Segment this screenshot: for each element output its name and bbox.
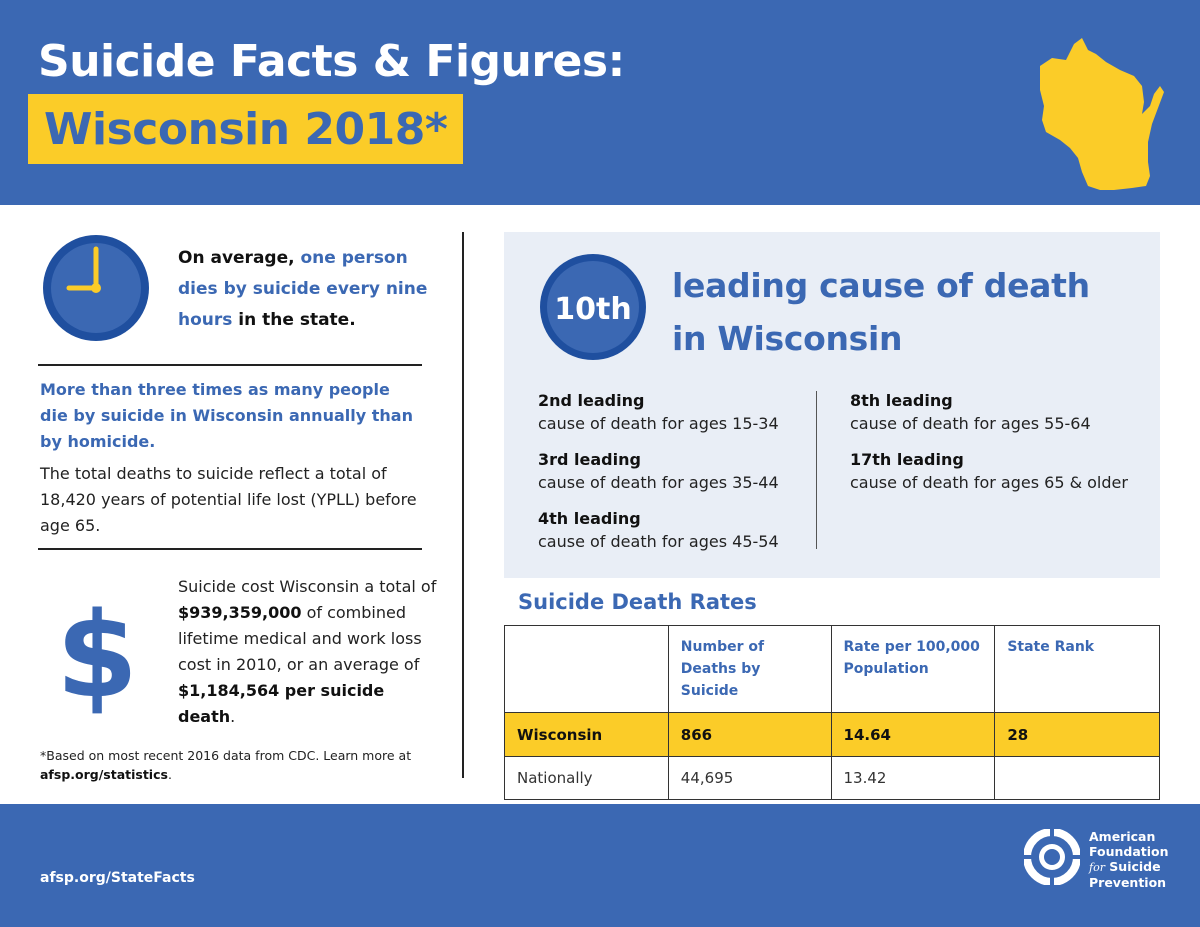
- ypll-statement: The total deaths to suicide reflect a to…: [40, 464, 417, 535]
- age-rank-title: 2nd leading: [538, 391, 645, 410]
- dollar-sign-icon: $: [58, 592, 136, 718]
- rates-table: Number of Deaths by Suicide Rate per 100…: [504, 625, 1160, 800]
- table-cell: 13.42: [830, 756, 996, 800]
- page-title: Suicide Facts & Figures:: [38, 36, 625, 87]
- rank-label-line1: leading cause of death: [672, 266, 1090, 305]
- cost-part3: .: [230, 707, 236, 726]
- age-rank-desc: cause of death for ages 55-64: [850, 414, 1091, 433]
- svg-text:$: $: [58, 592, 136, 718]
- footnote-end: .: [167, 767, 172, 782]
- age-rank-item: 2nd leading cause of death for ages 15-3…: [538, 389, 848, 435]
- org-line4: Prevention: [1089, 875, 1167, 890]
- table-cell: 14.64: [830, 712, 996, 757]
- table-header-cell: State Rank: [994, 625, 1160, 713]
- footnote-text: *Based on most recent 2016 data from CDC…: [40, 748, 412, 763]
- age-rank-title: 8th leading: [850, 391, 953, 410]
- table-header-cell: [504, 625, 669, 713]
- age-rank-title: 17th leading: [850, 450, 964, 469]
- life-ring-logo-icon: [1024, 829, 1080, 885]
- age-rank-title: 4th leading: [538, 509, 641, 528]
- table-cell: 866: [667, 712, 832, 757]
- table-cell: [994, 756, 1160, 800]
- rank-value: 10th: [554, 292, 631, 327]
- rank-label: leading cause of death in Wisconsin: [672, 259, 1142, 365]
- divider-rule: [38, 548, 422, 550]
- table-row: Wisconsin 866 14.64 28: [504, 712, 1160, 757]
- org-line1: American: [1089, 829, 1156, 844]
- page-subtitle: Wisconsin 2018*: [44, 103, 448, 155]
- panel-divider: [816, 391, 817, 549]
- footnote: *Based on most recent 2016 data from CDC…: [40, 746, 440, 784]
- age-rank-title: 3rd leading: [538, 450, 641, 469]
- table-row: Nationally 44,695 13.42: [504, 756, 1160, 800]
- cost-average: $1,184,564 per suicide death: [178, 681, 385, 726]
- statistics-link[interactable]: afsp.org/statistics: [40, 767, 168, 782]
- age-rank-desc: cause of death for ages 45-54: [538, 532, 779, 551]
- table-cell: 28: [994, 712, 1160, 757]
- org-for: for: [1089, 861, 1105, 874]
- rank-label-line2: in Wisconsin: [672, 319, 903, 358]
- average-suffix: in the state.: [232, 310, 356, 330]
- age-rank-desc: cause of death for ages 35-44: [538, 473, 779, 492]
- table-cell: 44,695: [667, 756, 832, 800]
- age-rank-item: 3rd leading cause of death for ages 35-4…: [538, 448, 848, 494]
- rank-badge: 10th: [540, 254, 646, 360]
- org-line2: Foundation: [1089, 844, 1169, 859]
- table-header-row: Number of Deaths by Suicide Rate per 100…: [504, 625, 1160, 713]
- age-rank-desc: cause of death for ages 65 & older: [850, 473, 1128, 492]
- rates-table-title: Suicide Death Rates: [518, 590, 757, 614]
- homicide-comparison: More than three times as many people die…: [40, 380, 413, 451]
- table-cell: Nationally: [504, 756, 669, 800]
- footer-banner: [0, 804, 1200, 927]
- average-prefix: On average,: [178, 248, 301, 268]
- clock-icon: [43, 235, 149, 341]
- state-facts-link[interactable]: afsp.org/StateFacts: [40, 870, 195, 886]
- divider-rule: [38, 364, 422, 366]
- age-rank-item: 4th leading cause of death for ages 45-5…: [538, 507, 848, 553]
- average-death-statement: On average, one person dies by suicide e…: [178, 243, 438, 336]
- cost-amount: $939,359,000: [178, 603, 302, 622]
- age-rank-item: 17th leading cause of death for ages 65 …: [850, 448, 1160, 494]
- table-cell: Wisconsin: [504, 712, 669, 757]
- subtitle-highlight: Wisconsin 2018*: [28, 94, 464, 164]
- organization-name: American Foundation for Suicide Preventi…: [1089, 829, 1189, 890]
- age-rank-desc: cause of death for ages 15-34: [538, 414, 779, 433]
- average-highlight: one person dies by suicide every nine ho…: [178, 248, 428, 330]
- org-line3: Suicide: [1104, 859, 1161, 874]
- table-header-cell: Rate per 100,000 Population: [830, 625, 996, 713]
- age-rank-item: 8th leading cause of death for ages 55-6…: [850, 389, 1160, 435]
- cost-statement: Suicide cost Wisconsin a total of $939,3…: [178, 574, 438, 730]
- table-header-cell: Number of Deaths by Suicide: [667, 625, 832, 713]
- column-divider: [462, 232, 464, 778]
- cost-part1: Suicide cost Wisconsin a total of: [178, 577, 437, 596]
- wisconsin-map-icon: [1040, 38, 1164, 190]
- cost-part2: of combined lifetime medical and work lo…: [178, 603, 422, 674]
